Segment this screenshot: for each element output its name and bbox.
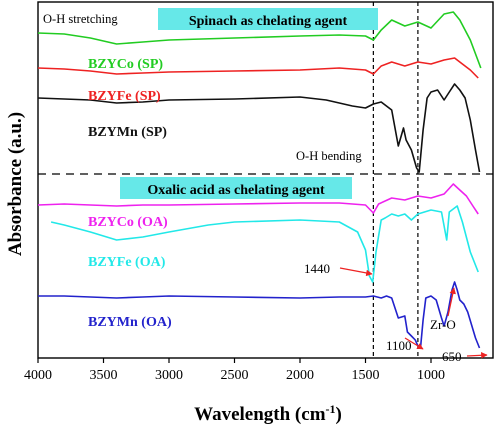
- arrow-zr-o: [447, 287, 456, 317]
- series-label-bzyco-oa: BZYCo (OA): [88, 215, 168, 230]
- x-axis-label-sup: -1: [326, 402, 336, 416]
- series-line-bzymn-oa: [38, 281, 481, 349]
- annotation-oh-bending: O-H bending: [296, 149, 362, 163]
- annotation-oh-stretching: O-H stretching: [43, 12, 118, 26]
- panel-title-spinach: Spinach as chelating agent: [158, 8, 378, 30]
- series-line-bzyco-oa: [37, 183, 479, 215]
- series-line-bzyfe-oa: [50, 205, 479, 283]
- panel-title-oxalic-bg: [120, 177, 352, 199]
- x-axis-label-close: ): [336, 404, 342, 425]
- panel-title-spinach-bg: [158, 8, 378, 30]
- panel-title-oxalic-text: Oxalic acid as chelating agent: [147, 183, 325, 198]
- series-line-bzymn-sp: [37, 83, 481, 173]
- x-tick-label-3000: 3000: [155, 368, 183, 383]
- panel-title-oxalic: Oxalic acid as chelating agent: [120, 177, 352, 199]
- series-line-bzyfe-sp: [37, 57, 479, 79]
- series-label-bzyfe-oa: BZYFe (OA): [88, 255, 166, 270]
- series-layer: [37, 11, 482, 349]
- annotation-1100: 1100: [386, 338, 412, 353]
- series-label-bzyco-sp: BZYCo (SP): [88, 57, 163, 72]
- series-label-bzyfe-sp: BZYFe (SP): [88, 89, 161, 104]
- x-tick-label-4000: 4000: [24, 368, 52, 383]
- arrow-1100: [404, 337, 424, 350]
- series-label-bzymn-oa: BZYMn (OA): [88, 315, 172, 330]
- panel-title-spinach-text: Spinach as chelating agent: [189, 14, 348, 29]
- x-tick-label-2500: 2500: [221, 368, 249, 383]
- x-axis-label-main: Wavelength (cm: [194, 404, 326, 425]
- annotation-zr-o: Zr-O: [430, 317, 456, 332]
- plot-frame: [37, 1, 494, 359]
- annotation-650: 650: [442, 349, 462, 364]
- arrow-1440: [339, 267, 373, 277]
- series-label-bzymn-sp: BZYMn (SP): [88, 125, 167, 140]
- x-tick-label-2000: 2000: [286, 368, 314, 383]
- x-tick-label-1500: 1500: [352, 368, 380, 383]
- x-axis-label: Wavelength (cm-1): [194, 402, 342, 425]
- arrow-650: [466, 352, 488, 359]
- annotation-1440: 1440: [304, 261, 330, 276]
- x-tick-label-1000: 1000: [417, 368, 445, 383]
- y-axis-label: Absorbance (a.u.): [5, 112, 26, 256]
- x-axis-ticks: 4000 3500 3000 2500 2000 1500 1000: [24, 358, 445, 383]
- x-tick-label-3500: 3500: [90, 368, 118, 383]
- series-line-bzyco-sp: [37, 11, 482, 69]
